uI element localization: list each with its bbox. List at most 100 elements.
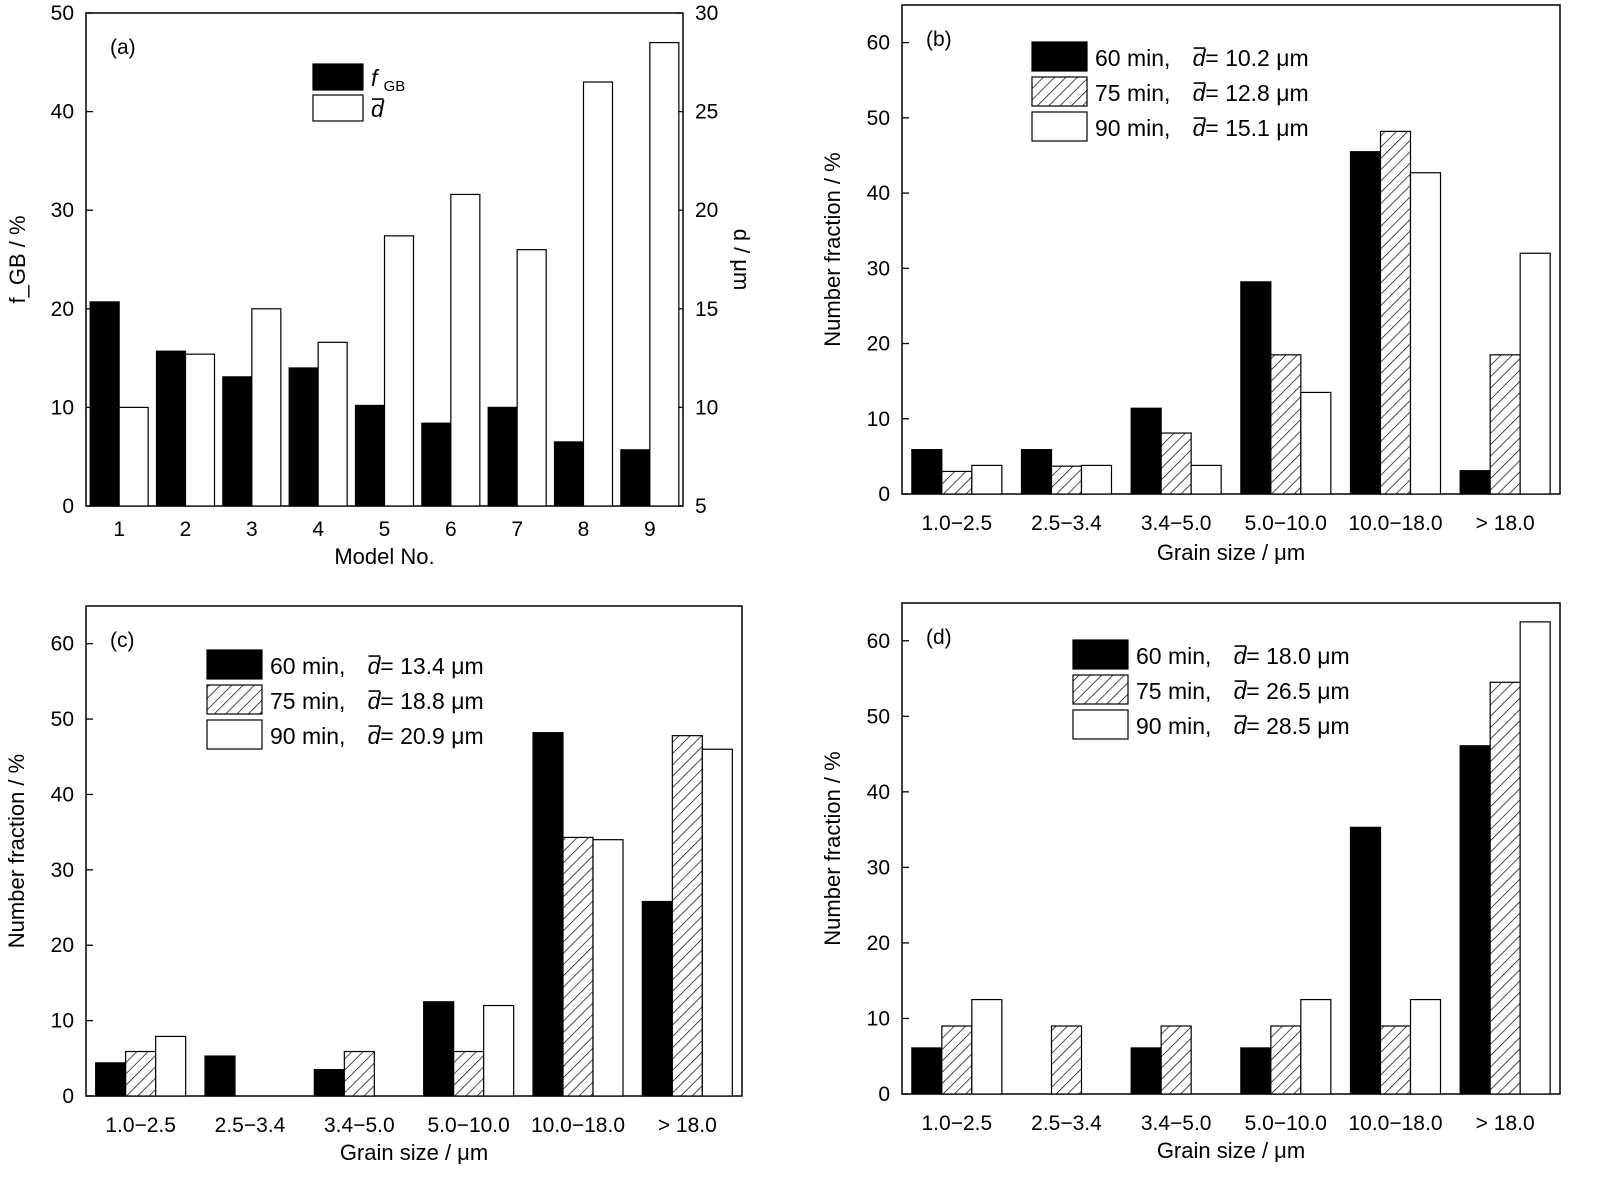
x-axis-label: Grain size / μm (1157, 540, 1305, 565)
legend-symbol: d (1193, 80, 1207, 106)
legend-suffix: = 18.0 μm (1246, 643, 1349, 669)
y-axis-label-right: d / μm (729, 229, 754, 291)
legend-swatch (1031, 76, 1088, 107)
y-tick-label: 40 (867, 182, 890, 205)
y-tick-label: 30 (867, 856, 890, 879)
x-tick-label: 3.4−5.0 (324, 1114, 395, 1137)
bar-series-0 (1349, 826, 1382, 1095)
bar-series-1 (562, 836, 594, 1097)
bar-series-1 (1160, 432, 1192, 495)
y-tick-label-left: 20 (51, 298, 74, 321)
y-tick-label: 20 (867, 932, 890, 955)
bar-series-1 (1489, 354, 1521, 495)
y-tick-label: 50 (867, 705, 890, 728)
bar-series-0 (532, 732, 564, 1097)
x-tick-label: 8 (578, 518, 590, 541)
bar-dbar (184, 353, 216, 507)
y-tick-label-left: 30 (51, 199, 74, 222)
x-tick-label: 3 (246, 518, 258, 541)
bar-dbar (251, 308, 282, 507)
y-tick-label-left: 0 (62, 495, 74, 518)
legend-symbol: d (368, 653, 382, 679)
y-tick-label-right: 15 (695, 298, 718, 321)
y-tick-label: 0 (878, 1083, 890, 1106)
y-tick-label: 20 (51, 934, 74, 957)
bar-dbar (649, 41, 680, 507)
legend-swatch (206, 719, 263, 750)
y-axis-label: Number fraction / % (820, 152, 845, 346)
legend-prefix: 75 min, (1136, 678, 1211, 704)
legend-symbol: d (1234, 643, 1248, 669)
bar-series-2 (971, 464, 1003, 495)
y-tick-label-left: 50 (51, 2, 74, 25)
x-tick-label: 10.0−18.0 (1348, 512, 1442, 535)
y-tick-label: 40 (867, 781, 890, 804)
y-axis-label-text: Number fraction / % (4, 754, 29, 948)
bar-series-1 (1050, 1025, 1083, 1095)
legend-swatch (312, 94, 364, 122)
y-tick-label: 30 (51, 859, 74, 882)
bar-fgb (288, 367, 319, 507)
bar-series-2 (1519, 621, 1551, 1095)
legend-suffix: = 13.4 μm (380, 653, 483, 679)
legend-prefix: 60 min, (1095, 45, 1170, 71)
bar-dbar (383, 235, 415, 507)
y-axis-label: Number fraction / % (820, 751, 845, 945)
x-tick-label: 2.5−3.4 (215, 1114, 286, 1137)
x-axis-label: Model No. (334, 544, 434, 569)
bar-series-1 (343, 1050, 375, 1097)
legend-swatch (1072, 709, 1129, 740)
bar-series-1 (1050, 465, 1083, 495)
bar-series-2 (971, 998, 1003, 1095)
x-tick-label: 5.0−10.0 (1245, 512, 1327, 535)
bar-series-2 (1080, 464, 1113, 495)
x-tick-label: 1 (113, 518, 125, 541)
x-tick-label: > 18.0 (1476, 1112, 1535, 1135)
chart-panel-1: (b) 0 10 20 30 40 50 60 1.0−2.5 2.5−3.4 3.4−5.0 5.0… (820, 4, 1561, 565)
x-tick-label: 1.0−2.5 (105, 1114, 176, 1137)
legend-swatch (1031, 111, 1088, 142)
legend-swatch (312, 63, 364, 91)
x-tick-label: 9 (644, 518, 656, 541)
legend-suffix: = 20.9 μm (380, 723, 483, 749)
x-axis-label: Grain size / μm (340, 1140, 488, 1165)
bar-dbar (317, 341, 348, 507)
y-tick-label: 50 (51, 708, 74, 731)
x-tick-label: > 18.0 (658, 1114, 717, 1137)
bar-fgb (487, 406, 518, 507)
x-tick-label: 5.0−10.0 (427, 1114, 509, 1137)
x-tick-label: 10.0−18.0 (1348, 1112, 1442, 1135)
bar-series-0 (204, 1055, 236, 1097)
bar-series-0 (1459, 470, 1491, 495)
legend-prefix: 90 min, (1136, 713, 1211, 739)
bar-series-1 (1160, 1025, 1192, 1095)
x-tick-label: 5.0−10.0 (1245, 1112, 1327, 1135)
bar-series-2 (592, 839, 624, 1097)
bar-series-0 (911, 449, 943, 495)
bar-series-1 (1270, 1025, 1302, 1095)
bar-series-2 (1300, 998, 1332, 1095)
legend-suffix: = 15.1 μm (1205, 115, 1308, 141)
y-tick-label: 60 (51, 633, 74, 656)
bar-series-2 (701, 748, 733, 1097)
y-tick-label-right: 30 (695, 2, 718, 25)
bar-series-0 (1459, 745, 1491, 1095)
legend-symbol: d (1193, 115, 1207, 141)
y-tick-label-right: 5 (695, 495, 707, 518)
x-tick-label: 7 (511, 518, 523, 541)
legend-prefix: 60 min, (270, 653, 345, 679)
x-tick-label: 4 (312, 518, 324, 541)
legend-prefix: 75 min, (270, 688, 345, 714)
bar-series-0 (1130, 1047, 1162, 1095)
y-tick-label: 50 (867, 107, 890, 130)
bar-series-2 (1409, 998, 1442, 1095)
y-tick-label: 40 (51, 783, 74, 806)
bar-fgb (354, 404, 386, 507)
legend-label-subscript: GB (384, 78, 406, 95)
legend-symbol: d (1193, 45, 1207, 71)
bar-series-0 (1240, 1047, 1272, 1095)
y-tick-label: 60 (867, 32, 890, 55)
legend-suffix: = 26.5 μm (1246, 678, 1349, 704)
x-tick-label: 5 (379, 518, 391, 541)
